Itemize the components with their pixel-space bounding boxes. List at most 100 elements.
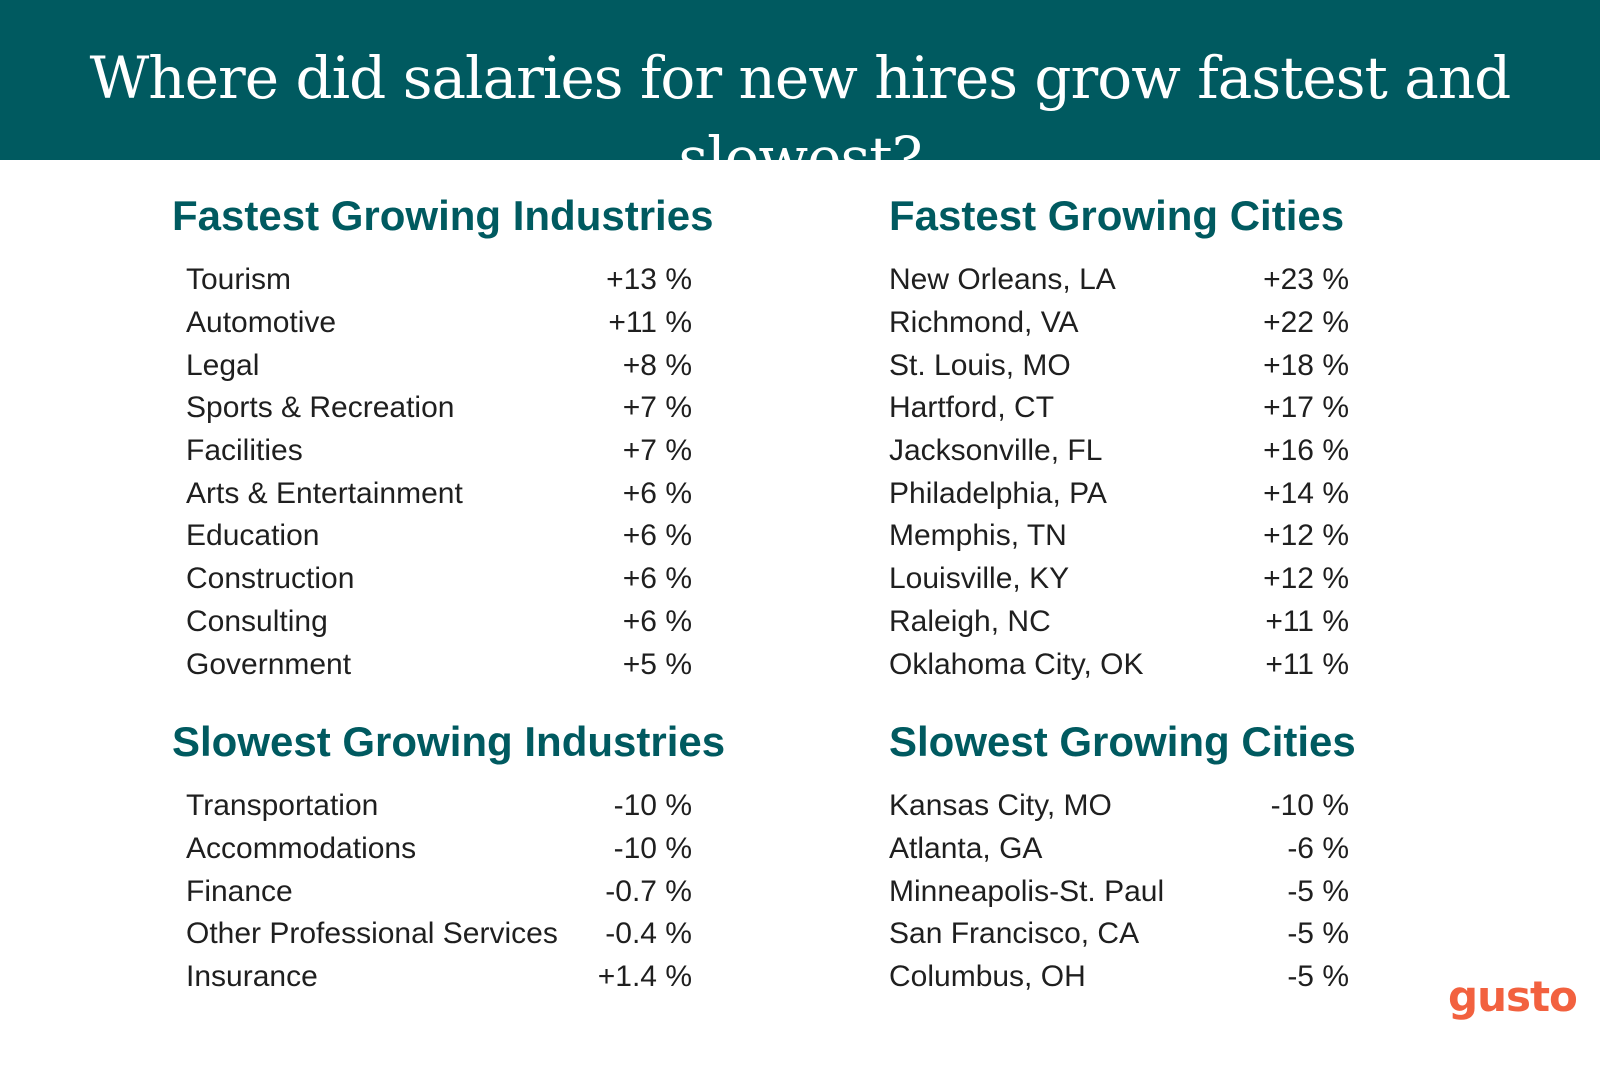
slowest-industries-list: Transportation -10 % Accommodations -10 % Fi… — [172, 785, 692, 998]
item-value: +11 % — [1265, 647, 1349, 681]
item-value: -5 % — [1287, 960, 1349, 994]
item-name: Jacksonville, FL — [889, 434, 1103, 468]
list-item: Louisville, KY +12 % — [889, 558, 1349, 601]
item-value: +12 % — [1263, 519, 1349, 553]
item-name: Atlanta, GA — [889, 832, 1043, 866]
list-item: Consulting +6 % — [186, 601, 692, 644]
item-value: +7 % — [622, 434, 692, 468]
list-item: Minneapolis-St. Paul -5 % — [889, 870, 1349, 913]
item-name: Facilities — [186, 434, 303, 468]
list-item: Atlanta, GA -6 % — [889, 828, 1349, 871]
item-value: +1.4 % — [597, 960, 692, 994]
item-name: Finance — [186, 874, 293, 908]
list-item: Philadelphia, PA +14 % — [889, 472, 1349, 515]
list-item: Facilities +7 % — [186, 430, 692, 473]
item-value: -0.4 % — [605, 917, 692, 951]
list-item: Other Professional Services -0.4 % — [186, 913, 692, 956]
item-name: Sports & Recreation — [186, 391, 455, 425]
section-heading: Slowest Growing Cities — [889, 718, 1356, 765]
item-value: +6 % — [622, 604, 692, 638]
item-value: +6 % — [622, 519, 692, 553]
item-value: -10 % — [613, 789, 692, 823]
item-name: Construction — [186, 562, 355, 596]
list-item: Memphis, TN +12 % — [889, 515, 1349, 558]
list-item: Arts & Entertainment +6 % — [186, 472, 692, 515]
item-value: +8 % — [622, 348, 692, 382]
item-value: +23 % — [1263, 263, 1349, 297]
list-item: Education +6 % — [186, 515, 692, 558]
item-name: New Orleans, LA — [889, 263, 1116, 297]
section-heading: Slowest Growing Industries — [172, 718, 726, 765]
item-name: Government — [186, 647, 352, 681]
item-value: -6 % — [1287, 832, 1349, 866]
item-value: -5 % — [1287, 874, 1349, 908]
title-banner: Where did salaries for new hires grow fa… — [0, 0, 1600, 192]
fastest-industries-list: Tourism +13 % Automotive +11 % Legal +8 % Spor… — [172, 259, 692, 686]
item-name: Columbus, OH — [889, 960, 1086, 994]
item-name: Philadelphia, PA — [889, 476, 1107, 510]
item-name: Transportation — [186, 789, 379, 823]
item-name: Arts & Entertainment — [186, 476, 463, 510]
item-name: Richmond, VA — [889, 306, 1079, 340]
item-value: +11 % — [1265, 604, 1349, 638]
item-value: -10 % — [1270, 789, 1349, 823]
item-name: Raleigh, NC — [889, 604, 1051, 638]
item-value: -0.7 % — [605, 874, 692, 908]
item-name: Memphis, TN — [889, 519, 1067, 553]
list-item: Jacksonville, FL +16 % — [889, 430, 1349, 473]
gusto-logo: gusto — [1448, 972, 1578, 1021]
item-value: -10 % — [613, 832, 692, 866]
item-name: Automotive — [186, 306, 337, 340]
list-item: Raleigh, NC +11 % — [889, 601, 1349, 644]
list-item: Sports & Recreation +7 % — [186, 387, 692, 430]
item-value: +22 % — [1263, 306, 1349, 340]
item-value: +5 % — [622, 647, 692, 681]
item-name: Other Professional Services — [186, 917, 558, 951]
item-name: Education — [186, 519, 320, 553]
item-value: +6 % — [622, 562, 692, 596]
item-name: Minneapolis-St. Paul — [889, 874, 1165, 908]
item-name: Legal — [186, 348, 260, 382]
item-name: St. Louis, MO — [889, 348, 1071, 382]
list-item: Transportation -10 % — [186, 785, 692, 828]
slowest-cities-section: Slowest Growing Cities Kansas City, MO -1… — [889, 716, 1489, 998]
item-name: Insurance — [186, 960, 318, 994]
item-value: +17 % — [1263, 391, 1349, 425]
list-item: San Francisco, CA -5 % — [889, 913, 1349, 956]
list-item: Government +5 % — [186, 643, 692, 686]
item-name: Consulting — [186, 604, 328, 638]
item-name: San Francisco, CA — [889, 917, 1140, 951]
list-item: Finance -0.7 % — [186, 870, 692, 913]
page-title: Where did salaries for new hires grow fa… — [89, 44, 1512, 192]
list-item: Oklahoma City, OK +11 % — [889, 643, 1349, 686]
list-item: St. Louis, MO +18 % — [889, 344, 1349, 387]
list-item: Insurance +1.4 % — [186, 956, 692, 999]
item-name: Oklahoma City, OK — [889, 647, 1144, 681]
slowest-cities-list: Kansas City, MO -10 % Atlanta, GA -6 % Minne… — [889, 785, 1349, 998]
fastest-cities-list: New Orleans, LA +23 % Richmond, VA +22 % St.… — [889, 259, 1349, 686]
item-name: Accommodations — [186, 832, 417, 866]
item-name: Kansas City, MO — [889, 789, 1112, 823]
item-value: -5 % — [1287, 917, 1349, 951]
list-item: Construction +6 % — [186, 558, 692, 601]
item-name: Tourism — [186, 263, 292, 297]
list-item: Kansas City, MO -10 % — [889, 785, 1349, 828]
list-item: New Orleans, LA +23 % — [889, 259, 1349, 302]
item-value: +14 % — [1263, 476, 1349, 510]
item-name: Hartford, CT — [889, 391, 1055, 425]
list-item: Accommodations -10 % — [186, 828, 692, 871]
item-value: +6 % — [622, 476, 692, 510]
item-value: +7 % — [622, 391, 692, 425]
fastest-cities-section: Fastest Growing Cities New Orleans, LA +2… — [889, 190, 1489, 686]
item-name: Louisville, KY — [889, 562, 1070, 596]
list-item: Tourism +13 % — [186, 259, 692, 302]
item-value: +13 % — [606, 263, 692, 297]
item-value: +18 % — [1263, 348, 1349, 382]
section-heading: Fastest Growing Industries — [172, 192, 714, 239]
list-item: Legal +8 % — [186, 344, 692, 387]
slowest-industries-section: Slowest Growing Industries Transportatio… — [172, 716, 772, 998]
item-value: +16 % — [1263, 434, 1349, 468]
item-value: +12 % — [1263, 562, 1349, 596]
list-item: Hartford, CT +17 % — [889, 387, 1349, 430]
list-item: Columbus, OH -5 % — [889, 956, 1349, 999]
